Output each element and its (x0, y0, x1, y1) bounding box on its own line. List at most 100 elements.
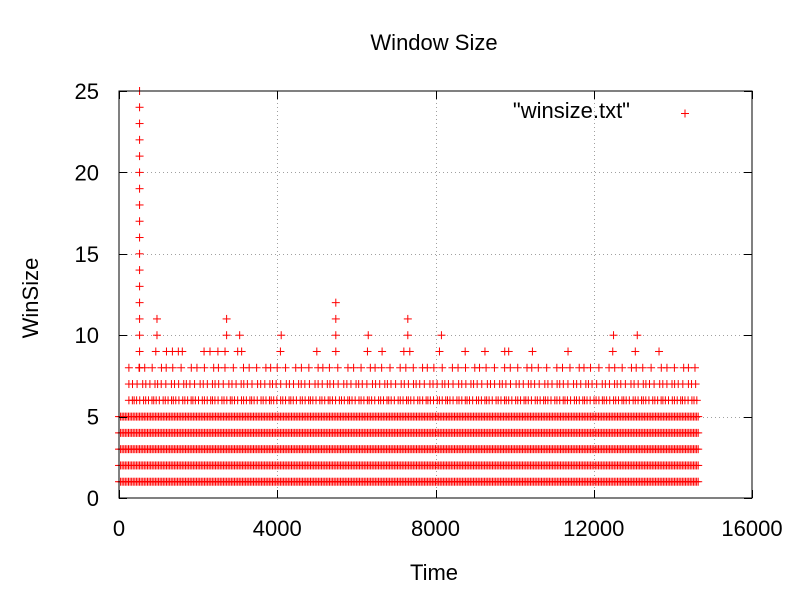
data-point (504, 347, 513, 356)
data-point (586, 363, 595, 372)
data-point (229, 363, 238, 372)
data-point (609, 331, 618, 340)
legend-label: "winsize.txt" (513, 98, 630, 123)
data-point (565, 363, 574, 372)
data-point (124, 363, 133, 372)
data-point (135, 314, 144, 323)
data-point (403, 314, 412, 323)
chart-title: Window Size (370, 30, 497, 55)
ticks-layer: 0 4000 8000 12000 16000 0 5 10 15 20 25 (75, 79, 783, 541)
data-point (135, 135, 144, 144)
x-tick-label: 16000 (721, 516, 782, 541)
data-point (378, 347, 387, 356)
data-point (135, 233, 144, 242)
data-point (437, 331, 446, 340)
x-axis-label: Time (410, 560, 458, 585)
data-point (237, 347, 246, 356)
data-point (297, 363, 306, 372)
data-point (542, 363, 551, 372)
data-point (506, 363, 515, 372)
y-tick-label: 0 (87, 486, 99, 511)
legend-marker (681, 109, 689, 118)
data-point (205, 347, 214, 356)
data-point (333, 363, 342, 372)
data-point (618, 363, 627, 372)
data-point (594, 363, 603, 372)
data-point (148, 363, 157, 372)
y-tick-label: 25 (75, 79, 99, 104)
data-point (178, 347, 187, 356)
data-point (220, 363, 229, 372)
data-point (647, 363, 656, 372)
data-point (429, 363, 438, 372)
data-point (608, 347, 617, 356)
y-tick-label: 10 (75, 323, 99, 348)
data-point (610, 363, 619, 372)
data-point (638, 363, 647, 372)
data-point (135, 331, 144, 340)
data-point (655, 347, 664, 356)
data-point (490, 363, 499, 372)
x-tick-label: 8000 (411, 516, 460, 541)
data-point (221, 347, 230, 356)
data-point (135, 249, 144, 258)
data-point (135, 363, 144, 372)
data-point (558, 363, 567, 372)
data-point (135, 200, 144, 209)
data-point (403, 331, 412, 340)
data-point (304, 363, 313, 372)
y-tick-label: 20 (75, 160, 99, 185)
legend: "winsize.txt" (513, 98, 689, 123)
data-point (135, 266, 144, 275)
data-point (151, 347, 160, 356)
data-point (222, 314, 231, 323)
grid-layer (119, 91, 752, 498)
data-point (349, 363, 358, 372)
data-point (694, 461, 703, 470)
x-tick-label: 4000 (253, 516, 302, 541)
data-point (363, 347, 372, 356)
data-point (386, 363, 395, 372)
data-point (631, 347, 640, 356)
data-point (461, 347, 470, 356)
y-axis-label: WinSize (18, 258, 43, 339)
data-point (454, 363, 463, 372)
data-point (135, 119, 144, 128)
data-point (694, 445, 703, 454)
data-point (670, 363, 679, 372)
data-point (135, 298, 144, 307)
data-point (480, 347, 489, 356)
data-point (135, 103, 144, 112)
data-point (277, 331, 286, 340)
points-layer (115, 87, 703, 486)
y-tick-label: 15 (75, 242, 99, 267)
data-point (534, 363, 543, 372)
data-point (438, 363, 447, 372)
data-point (245, 363, 254, 372)
data-point (331, 331, 340, 340)
data-point (135, 184, 144, 193)
data-point (331, 314, 340, 323)
data-point (690, 363, 699, 372)
data-point (331, 298, 340, 307)
data-point (168, 363, 177, 372)
data-point (192, 363, 201, 372)
data-point (312, 347, 321, 356)
data-point (222, 331, 231, 340)
data-point (135, 217, 144, 226)
data-point (200, 363, 209, 372)
data-point (331, 347, 340, 356)
x-tick-label: 0 (113, 516, 125, 541)
data-point (691, 380, 700, 389)
data-point (235, 331, 244, 340)
y-tick-label: 5 (87, 405, 99, 430)
data-point (694, 477, 703, 486)
data-point (482, 363, 491, 372)
data-point (401, 363, 410, 372)
data-point (177, 363, 186, 372)
data-point (152, 331, 161, 340)
data-point (633, 331, 642, 340)
data-point (281, 363, 290, 372)
data-point (135, 168, 144, 177)
data-point (364, 331, 373, 340)
